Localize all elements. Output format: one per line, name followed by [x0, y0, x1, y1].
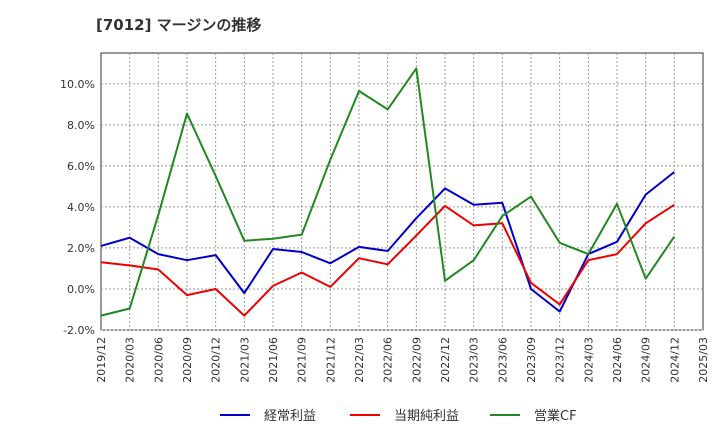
series-line-2: [100, 203, 675, 317]
x-tick-label: 2020/06: [152, 337, 165, 383]
legend-label-2: 当期純利益: [394, 409, 459, 424]
x-tick-label: 2024/09: [640, 337, 653, 383]
x-tick-label: 2022/12: [439, 337, 452, 383]
y-tick-label: 8.0%: [67, 119, 95, 132]
x-tick-label: 2020/03: [124, 337, 137, 383]
y-tick-label: 6.0%: [67, 160, 95, 173]
x-tick-label: 2022/03: [353, 337, 366, 383]
x-tick-label: 2023/09: [525, 337, 538, 383]
y-tick-label: 2.0%: [67, 242, 95, 255]
x-tick-label: 2021/03: [238, 337, 251, 383]
y-tick-label: 4.0%: [67, 201, 95, 214]
x-tick-label: 2022/06: [382, 337, 395, 383]
x-tick-label: 2021/06: [267, 337, 280, 383]
y-tick-label: -2.0%: [63, 324, 95, 337]
y-tick-label: 10.0%: [60, 78, 95, 91]
x-tick-label: 2023/06: [496, 337, 509, 383]
x-tick-label: 2023/12: [554, 337, 567, 383]
x-tick-label: 2024/06: [611, 337, 624, 383]
series-layer: [100, 67, 676, 317]
legend-layer: 経常利益 当期純利益 営業CF: [220, 408, 577, 424]
legend-label-1: 経常利益: [264, 409, 316, 424]
x-tick-label: 2020/09: [181, 337, 194, 383]
axis-layer: -2.0% 0.0% 2.0% 4.0% 6.0% 8.0% 10.0% 2019/12 202…: [60, 78, 710, 383]
x-tick-label: 2025/03: [697, 337, 710, 383]
x-tick-label: 2024/12: [668, 337, 681, 383]
x-tick-label: 2023/03: [468, 337, 481, 383]
grid-layer: [100, 52, 704, 331]
y-tick-label: 0.0%: [67, 283, 95, 296]
x-tick-label: 2019/12: [95, 337, 108, 383]
series-line-3: [100, 67, 676, 317]
legend-label-3: 営業CF: [534, 408, 577, 424]
x-tick-label: 2022/09: [410, 337, 423, 383]
x-tick-label: 2024/03: [582, 337, 595, 383]
plot-frame: [100, 52, 704, 331]
chart-title: [7012] マージンの推移: [96, 16, 262, 34]
x-tick-label: 2021/12: [324, 337, 337, 383]
x-tick-label: 2020/12: [210, 337, 223, 383]
x-tick-label: 2021/09: [296, 337, 309, 383]
